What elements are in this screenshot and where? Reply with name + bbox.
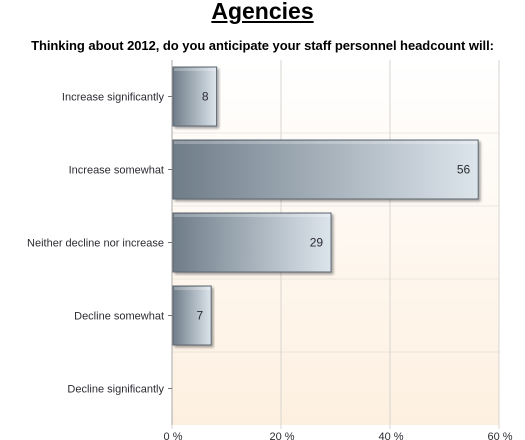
- category-label: Neither decline nor increase: [27, 238, 164, 250]
- bar-value-label: 29: [310, 236, 324, 250]
- x-tick-label: 40 %: [378, 431, 403, 440]
- bar-value-label: 8: [202, 90, 209, 104]
- x-tick-label: 20 %: [269, 431, 294, 440]
- grid-lines: [168, 60, 500, 429]
- bar-highlight: [174, 141, 478, 144]
- bar: [172, 66, 218, 127]
- category-label: Increase somewhat: [69, 165, 164, 177]
- chart-title: Agencies: [211, 0, 314, 24]
- x-tick-label: 60 %: [487, 431, 512, 440]
- bar-highlight: [174, 287, 211, 290]
- bar: [172, 212, 332, 273]
- bar: [172, 139, 479, 200]
- category-label: Decline somewhat: [74, 311, 164, 323]
- labels: 0 % 20 % 40 % 60 % Increase significantly 8 In…: [27, 90, 513, 440]
- bar-value-label: 7: [196, 309, 203, 323]
- bars: [172, 66, 479, 346]
- category-label: Decline significantly: [67, 384, 164, 396]
- category-label: Increase significantly: [62, 92, 165, 104]
- bar-value-label: 56: [457, 163, 471, 177]
- bar-highlight: [174, 68, 216, 71]
- bar: [172, 285, 212, 346]
- chart-subtitle: Thinking about 2012, do you anticipate y…: [31, 38, 494, 53]
- bar-highlight: [174, 214, 331, 217]
- x-tick-label: 0 %: [164, 431, 183, 440]
